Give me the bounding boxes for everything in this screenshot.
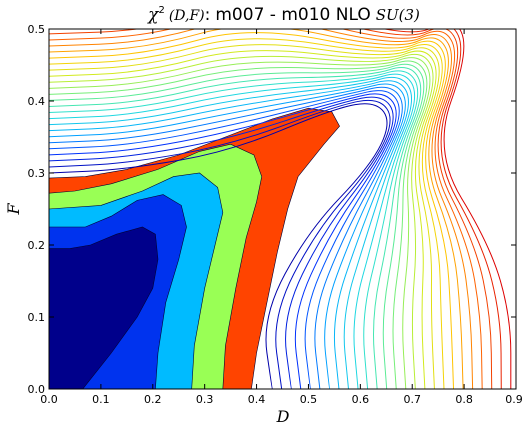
chart-title: χ2 (D,F): m007 - m010 NLO SU(3) xyxy=(147,5,420,25)
contour-line xyxy=(49,29,493,389)
contour-line xyxy=(49,90,400,389)
axis-ticks: 0.0 0.1 0.2 0.3 0.4 0.5 0.6 0.7 0.8 0.9 0.0 0.1 0.2 0… xyxy=(28,23,523,406)
x-tick-label: 0.4 xyxy=(248,393,266,406)
y-tick-label: 0.1 xyxy=(28,311,46,324)
contour-line xyxy=(49,57,431,389)
contour-line xyxy=(49,99,391,389)
contour-line xyxy=(49,103,388,389)
x-tick-label: 0.3 xyxy=(196,393,214,406)
plot-frame xyxy=(48,28,517,390)
contour-line xyxy=(49,29,483,389)
contour-line xyxy=(49,63,425,389)
title-chi: χ xyxy=(147,5,160,25)
contour-line xyxy=(49,60,428,389)
contour-line xyxy=(382,29,502,389)
contour-line xyxy=(49,67,422,389)
contour-line xyxy=(49,44,440,389)
contour-line xyxy=(49,73,416,389)
y-tick-label: 0.5 xyxy=(28,23,46,36)
contour-line xyxy=(49,32,455,389)
x-tick-label: 0.6 xyxy=(352,393,370,406)
x-tick-label: 0.5 xyxy=(300,393,318,406)
contour-line xyxy=(49,50,437,389)
contour-line xyxy=(49,96,394,389)
y-tick-label: 0.4 xyxy=(28,95,46,108)
title-superscript: 2 xyxy=(158,5,164,16)
title-group: SU(3) xyxy=(376,6,420,24)
contour-line xyxy=(49,38,445,389)
contour-line xyxy=(49,29,474,389)
x-tick-label: 0.1 xyxy=(92,393,110,406)
x-tick-label: 0.2 xyxy=(144,393,162,406)
contour-line xyxy=(49,29,464,389)
title-colon: : xyxy=(205,5,211,25)
x-tick-label: 0.7 xyxy=(403,393,421,406)
contour-band-1 xyxy=(49,226,159,389)
x-axis-label: D xyxy=(276,407,290,426)
contour-line xyxy=(49,80,409,389)
y-tick-label: 0.0 xyxy=(28,383,46,396)
contour-line xyxy=(49,53,434,389)
contour-line xyxy=(49,76,413,389)
x-tick-label: 0.8 xyxy=(455,393,473,406)
contour-line xyxy=(49,83,406,389)
plot-area xyxy=(49,29,512,389)
title-args: (D,F) xyxy=(169,8,205,24)
contour-line xyxy=(49,93,397,389)
x-tick-label: 0.9 xyxy=(505,393,523,406)
x-tick-label: 0.0 xyxy=(40,393,58,406)
title-text: m007 - m010 NLO xyxy=(215,5,370,25)
contour-line xyxy=(410,29,512,389)
contour-line xyxy=(49,70,419,389)
y-tick-label: 0.2 xyxy=(28,239,46,252)
y-tick-label: 0.3 xyxy=(28,167,46,180)
y-axis-label: F xyxy=(4,203,23,216)
contour-line xyxy=(49,86,403,389)
